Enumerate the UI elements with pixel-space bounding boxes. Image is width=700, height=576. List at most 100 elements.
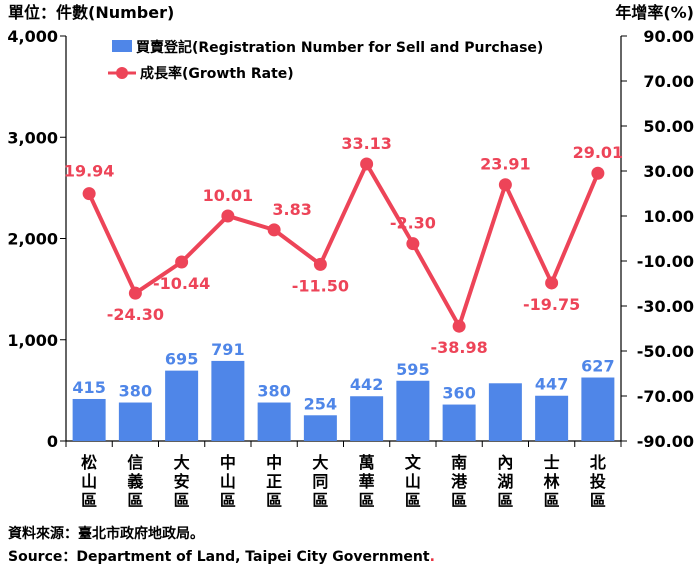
category-label: 中 (266, 453, 282, 472)
category-label: 區 (451, 491, 467, 510)
bar-value-label: 360 (442, 384, 475, 403)
growth-value-label: 10.01 (203, 186, 254, 205)
category-label: 區 (544, 491, 560, 510)
line-series: 19.94 -24.30 -10.44 10.01 3.83 -11.50 33.13 -2.… (64, 134, 623, 357)
growth-point (221, 209, 235, 223)
growth-point (591, 166, 605, 180)
category-label: 區 (359, 491, 375, 510)
growth-value-label: -24.30 (107, 305, 164, 324)
right-tick-label: -90.00 (637, 432, 694, 451)
right-tick-label: -10.00 (637, 252, 694, 271)
bar-value-label: 442 (350, 375, 383, 394)
bar (581, 377, 615, 441)
category-label: 文 (405, 453, 422, 472)
right-axis: -90.00 -70.00 -50.00 -30.00 -10.00 10.00 30.00… (620, 27, 694, 451)
growth-point (452, 319, 466, 333)
growth-point (128, 286, 142, 300)
growth-value-label: -11.50 (292, 276, 349, 295)
growth-value-label: -19.75 (523, 295, 580, 314)
bar (211, 360, 245, 441)
category-label: 南 (451, 453, 467, 472)
bar-value-label: 595 (396, 360, 429, 379)
category-label: 正 (266, 472, 282, 491)
growth-value-label: 19.94 (64, 162, 115, 181)
bar-value-label: 695 (165, 350, 198, 369)
bar (72, 398, 106, 441)
legend-bar-swatch (112, 40, 132, 52)
bar (165, 370, 199, 441)
category-label: 林 (544, 472, 560, 491)
left-tick-label: 1,000 (7, 331, 58, 350)
category-label: 同 (312, 472, 328, 491)
left-tick-label: 3,000 (7, 128, 58, 147)
source-en-text: Source：Department of Land, Taipei City G… (8, 549, 430, 565)
bar (118, 402, 152, 441)
source-zh: 資料來源：臺北市政府地政局。 (8, 526, 204, 542)
category-label: 山 (220, 472, 236, 491)
right-tick-label: 50.00 (643, 117, 694, 136)
bar-value-label: 627 (581, 357, 614, 376)
legend-line-marker (116, 67, 128, 79)
category-label: 區 (312, 491, 328, 510)
category-label: 區 (497, 491, 513, 510)
legend-line-label: 成長率(Growth Rate) (140, 65, 294, 82)
growth-point (313, 257, 327, 271)
left-axis: 0 1,000 2,000 3,000 4,000 (7, 27, 622, 451)
growth-value-label: 3.83 (272, 200, 311, 219)
growth-point (360, 157, 374, 171)
category-label: 松 (81, 453, 97, 472)
right-tick-label: -50.00 (637, 342, 694, 361)
growth-point (545, 276, 559, 290)
bar (535, 395, 569, 441)
category-label: 信 (127, 453, 143, 472)
bar-value-label: 380 (257, 382, 290, 401)
category-label: 區 (266, 491, 282, 510)
bar (488, 383, 522, 441)
bar (396, 380, 430, 441)
growth-point (267, 223, 281, 237)
category-label: 區 (81, 491, 97, 510)
bar (442, 404, 476, 441)
source-en: Source：Department of Land, Taipei City G… (8, 546, 435, 566)
source-en-end: . (429, 549, 435, 565)
right-axis-unit: 年增率(%) (615, 3, 694, 22)
bar (303, 415, 337, 441)
category-label: 山 (81, 472, 97, 491)
growth-value-label: -38.98 (431, 338, 488, 357)
left-axis-unit: 單位：件數(Number) (8, 3, 174, 22)
bar-value-label: 380 (119, 382, 152, 401)
category-label: 區 (590, 491, 606, 510)
growth-line (87, 161, 600, 329)
bar-value-label: 447 (535, 375, 568, 394)
growth-value-label: -10.44 (153, 274, 210, 293)
right-tick-label: 30.00 (643, 162, 694, 181)
growth-value-label: 29.01 (573, 143, 624, 162)
growth-value-label: -2.30 (390, 214, 436, 233)
category-label: 區 (220, 491, 236, 510)
growth-value-label: 33.13 (341, 134, 392, 153)
legend-bar-label: 買賣登記(Registration Number for Sell and Pu… (136, 39, 543, 56)
left-tick-label: 4,000 (7, 27, 58, 46)
category-label: 大 (174, 453, 190, 472)
growth-point (498, 178, 512, 192)
bar (350, 396, 384, 441)
growth-point (82, 187, 96, 201)
right-tick-label: -70.00 (637, 387, 694, 406)
category-label: 大 (312, 453, 328, 472)
category-label: 區 (127, 491, 143, 510)
category-label: 內 (497, 453, 513, 472)
category-label: 中 (220, 453, 236, 472)
left-tick-label: 0 (47, 432, 58, 451)
bar-series: 415 380 695 791 380 254 442 595 360 447 627 (72, 340, 615, 441)
category-label: 北 (590, 453, 606, 472)
category-label: 義 (127, 472, 143, 491)
bar-value-label: 254 (304, 394, 337, 413)
growth-point (175, 255, 189, 269)
right-tick-label: -30.00 (637, 297, 694, 316)
right-tick-label: 70.00 (643, 72, 694, 91)
category-label: 士 (544, 453, 560, 472)
category-label: 區 (405, 491, 421, 510)
legend: 買賣登記(Registration Number for Sell and Pu… (108, 39, 543, 82)
bar-value-label: 791 (211, 340, 244, 359)
